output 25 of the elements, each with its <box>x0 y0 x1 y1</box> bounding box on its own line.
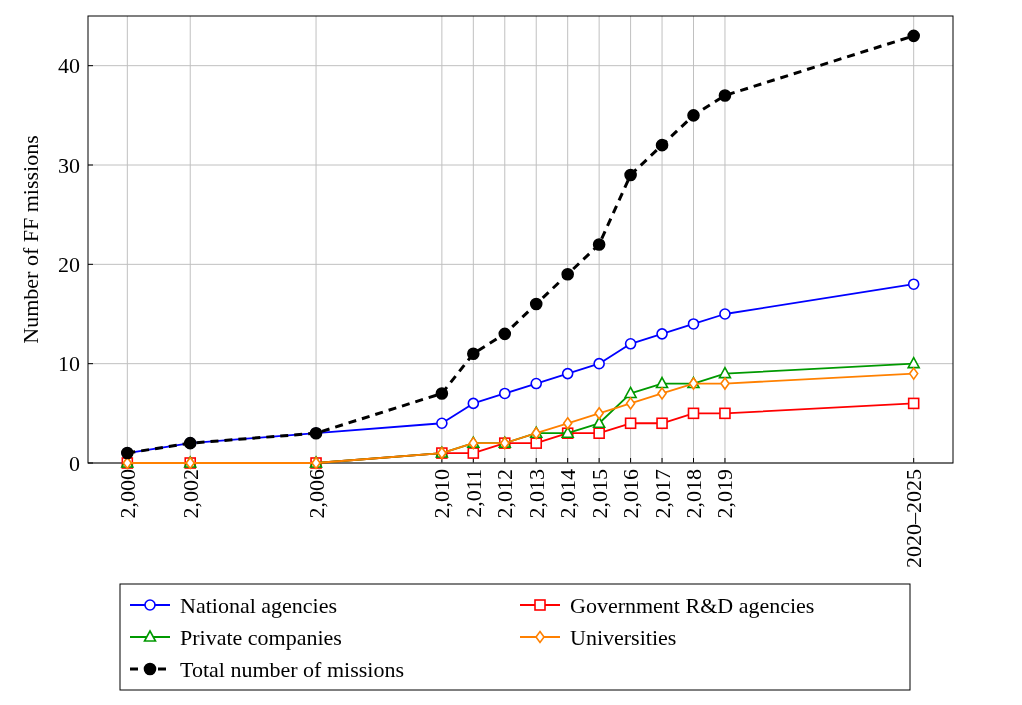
x-tick-label: 2,012 <box>492 469 518 519</box>
x-tick-label: 2,002 <box>177 469 203 519</box>
x-tick-label: 2,018 <box>681 469 706 519</box>
x-tick-label: 2020–2025 <box>901 469 927 568</box>
x-tick-label: 2,016 <box>618 469 644 519</box>
x-tick-label: 2,014 <box>555 469 581 519</box>
y-tick-label: 30 <box>58 152 80 178</box>
x-tick-label: 2,013 <box>523 469 549 519</box>
legend-label: National agencies <box>180 592 337 618</box>
legend-label: Total number of missions <box>180 656 404 682</box>
y-tick-label: 20 <box>58 251 80 277</box>
y-tick-label: 0 <box>69 450 80 476</box>
legend-label: Universities <box>570 624 677 650</box>
y-tick-label: 40 <box>58 53 80 79</box>
y-axis-title: Number of FF missions <box>17 135 43 344</box>
x-tick-label: 2,015 <box>586 469 612 519</box>
y-tick-label: 10 <box>58 351 80 377</box>
legend-label: Private companies <box>180 624 342 650</box>
x-tick-label: 2,006 <box>303 469 329 519</box>
x-tick-label: 2,019 <box>712 469 738 519</box>
x-tick-label: 2,000 <box>114 469 140 519</box>
x-tick-label: 2,017 <box>649 469 675 519</box>
x-tick-label: 2,011 <box>460 469 486 518</box>
x-tick-label: 2,010 <box>429 469 455 519</box>
legend-label: Government R&D agencies <box>570 592 815 618</box>
